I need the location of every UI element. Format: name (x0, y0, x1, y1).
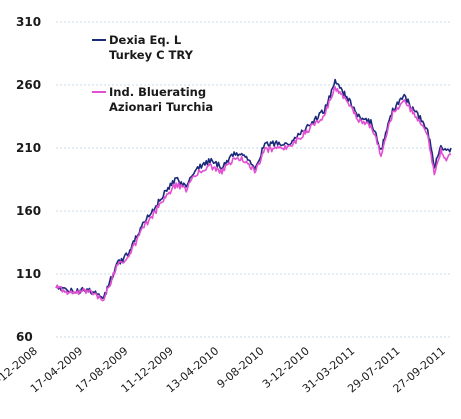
y-tick-label: 60 (16, 330, 33, 344)
grid-lines (56, 21, 451, 338)
legend-label: Turkey C TRY (109, 48, 194, 62)
x-tick-label: 9-08-2010 (215, 344, 267, 391)
legend-label: Dexia Eq. L (109, 33, 182, 47)
y-tick-label: 260 (16, 78, 41, 92)
y-axis: 60 110 160 210 260 310 (16, 15, 41, 344)
x-axis: 15-12-200817-04-200917-08-200911-12-2009… (0, 344, 448, 395)
legend-label: Ind. Bluerating (109, 85, 206, 99)
y-tick-label: 310 (16, 15, 41, 29)
legend-label: Azionari Turchia (109, 100, 213, 114)
y-tick-label: 110 (16, 267, 41, 281)
series-lines (55, 78, 452, 302)
series-line-bluerating (55, 86, 452, 302)
y-tick-label: 210 (16, 141, 41, 155)
y-tick-label: 160 (16, 204, 41, 218)
